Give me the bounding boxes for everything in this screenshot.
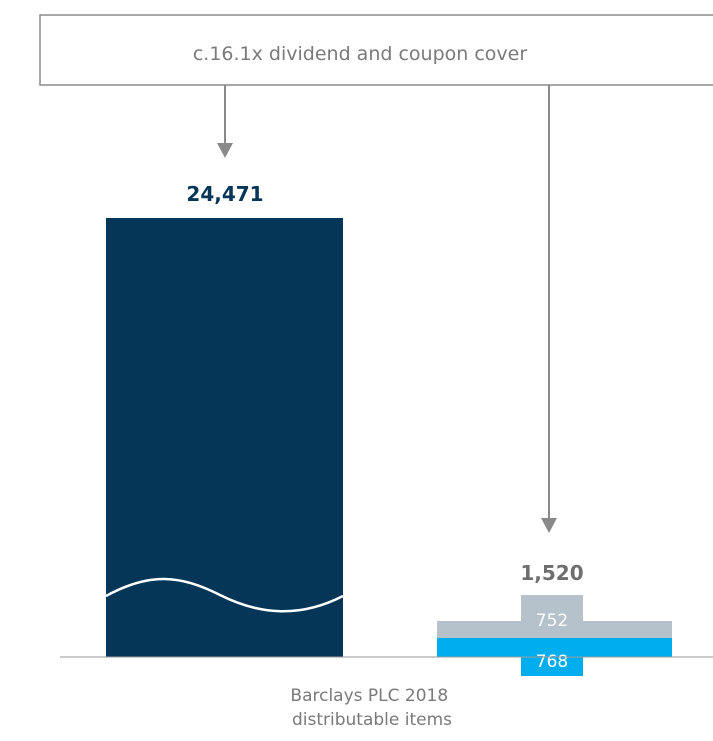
stacked-bar-cover: 752 768	[437, 595, 672, 676]
bar-axis-break	[105, 577, 344, 613]
category-label: Barclays PLC 2018 distributable items	[290, 686, 453, 730]
segment-label-768: 768	[536, 652, 568, 672]
bar-distributable-reserves	[106, 218, 343, 657]
arrow-to-second-bar-head	[541, 518, 557, 533]
arrow-to-first-bar-head	[217, 143, 233, 158]
bar-total-label-1: 24,471	[186, 182, 263, 206]
bar-total-label-2: 1,520	[520, 561, 583, 585]
segment-label-752: 752	[536, 611, 568, 631]
bar-segment-upper-label-box	[521, 595, 583, 638]
cover-annotation-text: c.16.1x dividend and coupon cover	[193, 43, 527, 65]
category-label-line-1: Barclays PLC 2018	[290, 686, 448, 706]
cover-annotation-box	[39, 14, 713, 86]
category-label-line-2: distributable items	[292, 710, 452, 730]
